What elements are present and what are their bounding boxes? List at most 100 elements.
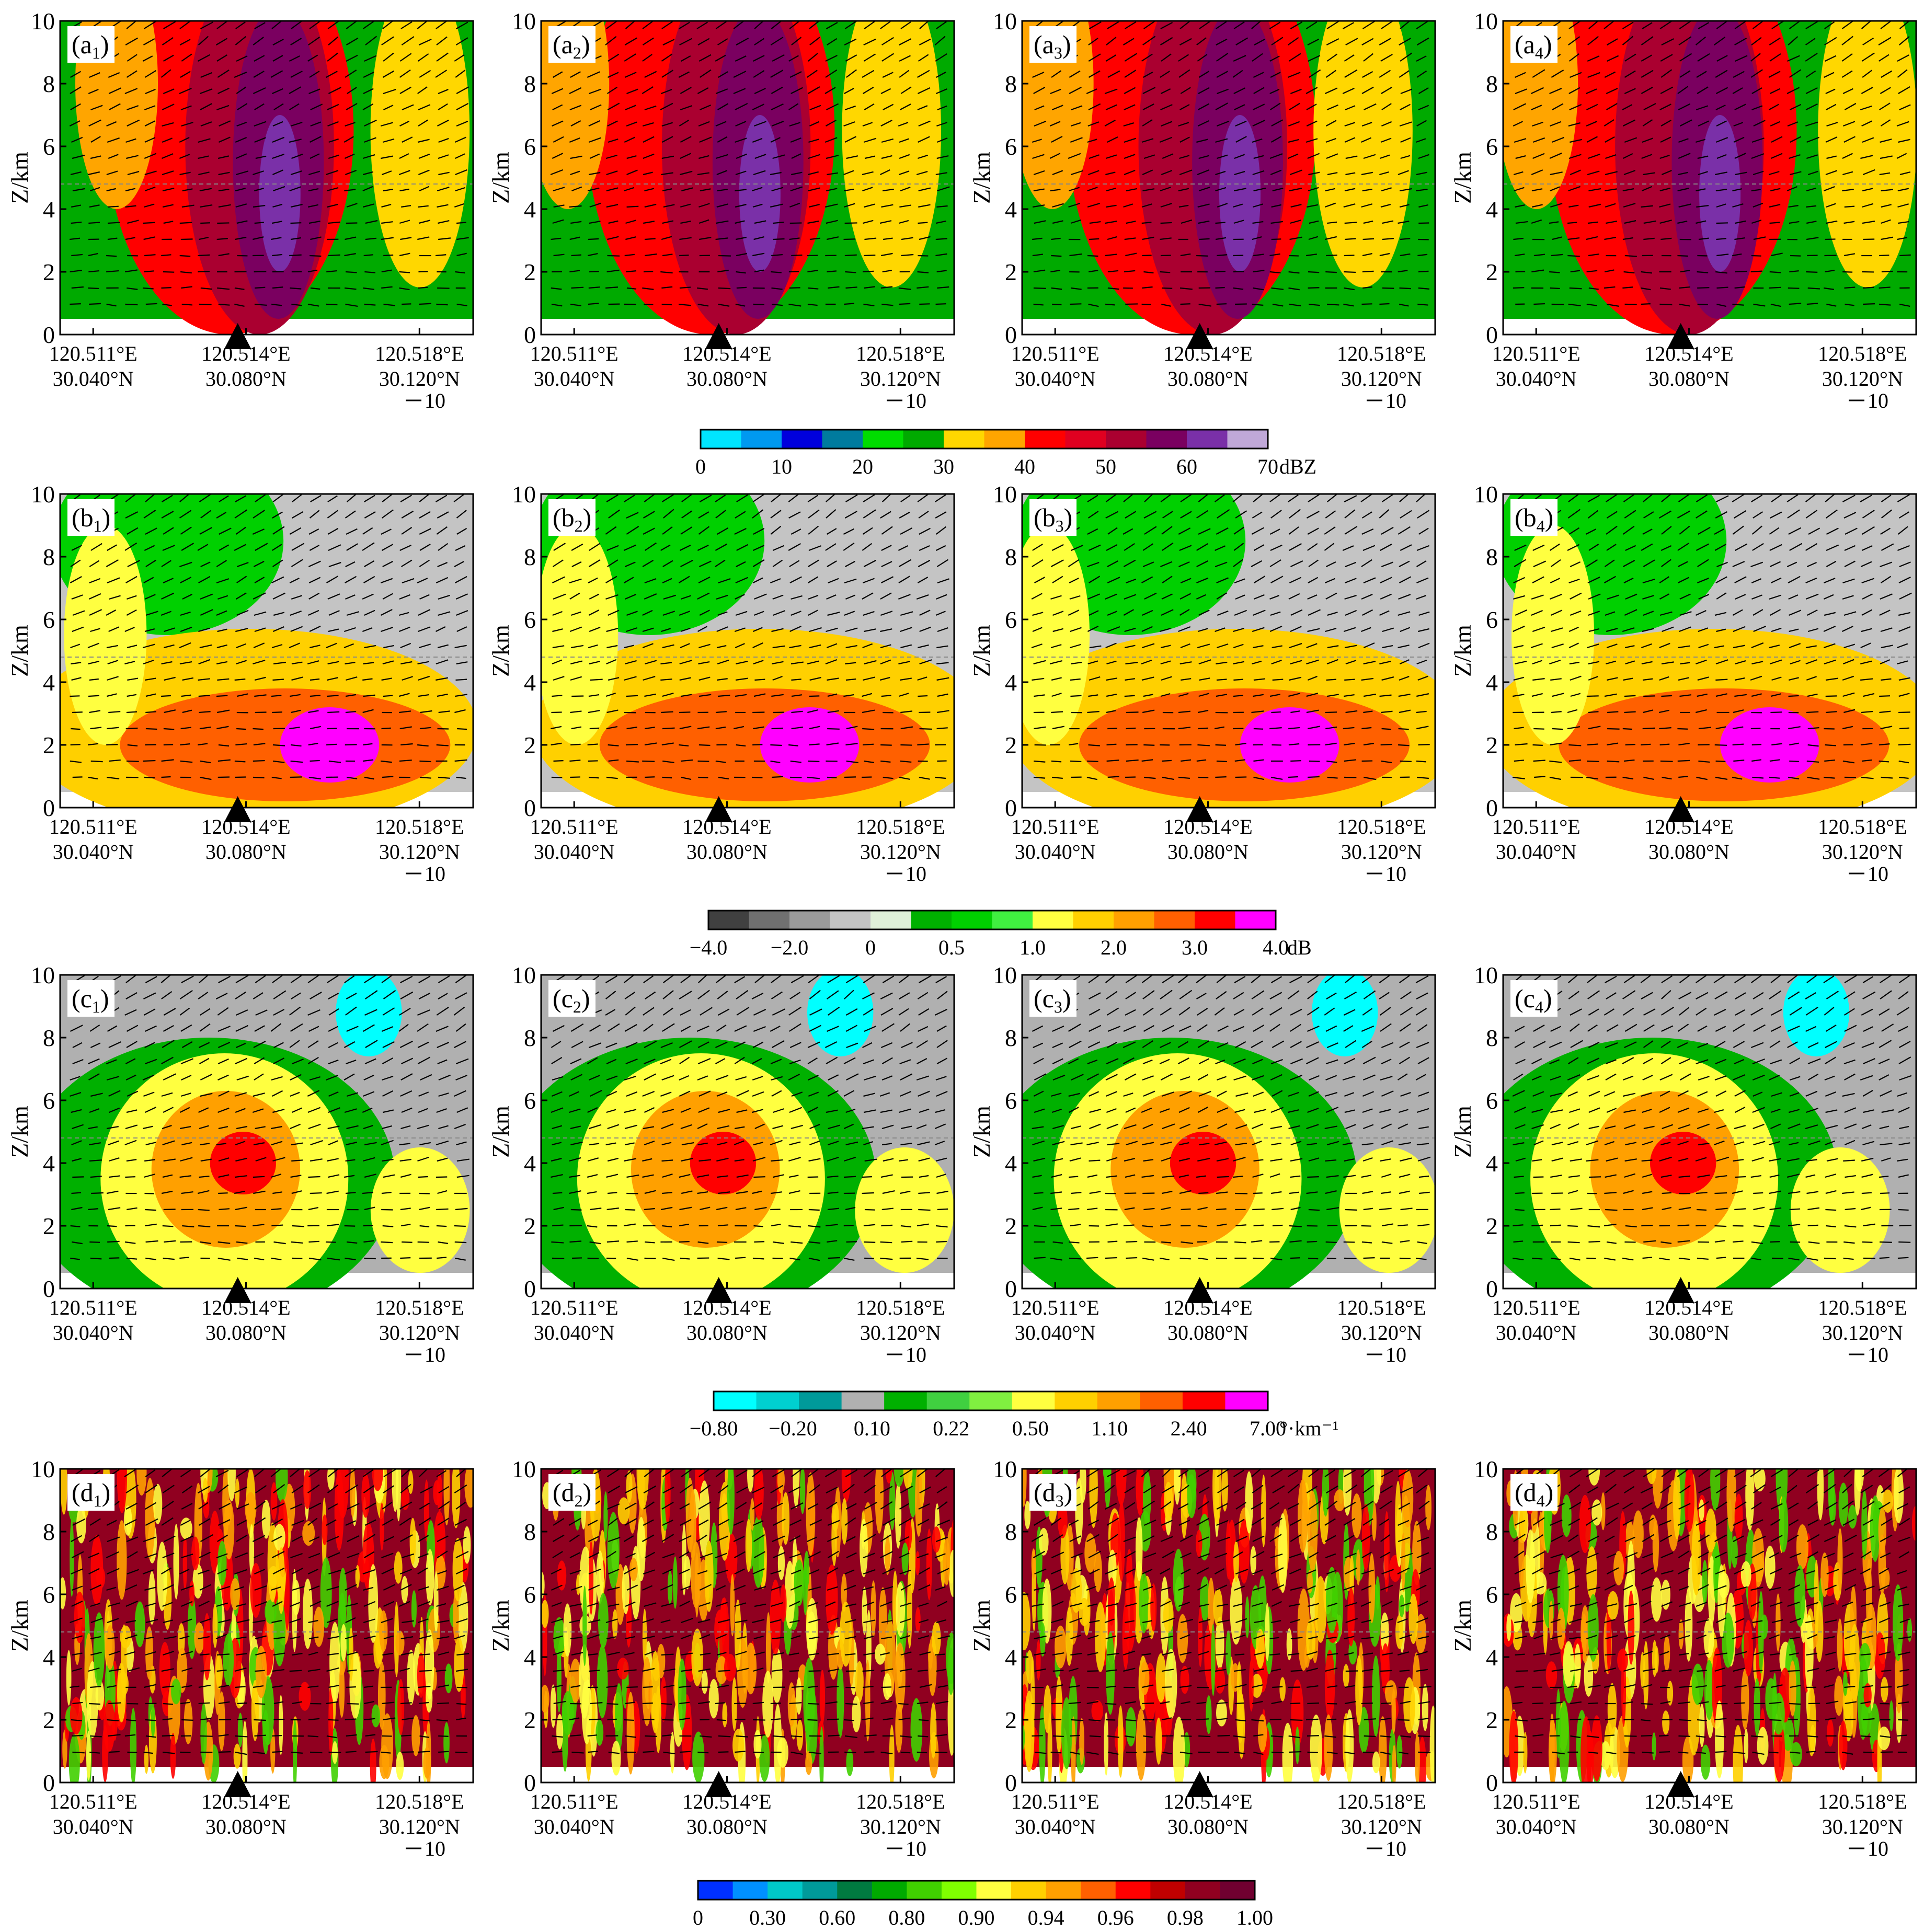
wind-vector xyxy=(825,659,838,665)
wind-vector xyxy=(436,659,449,665)
wind-vector xyxy=(1550,1026,1562,1032)
wind-vector xyxy=(163,1008,176,1016)
wind-vector xyxy=(1769,1040,1781,1048)
wind-vector xyxy=(291,992,301,999)
wind-vector xyxy=(1400,88,1413,95)
wind-vector xyxy=(663,509,674,519)
wind-vector xyxy=(1196,1175,1206,1178)
wind-vector xyxy=(846,1073,859,1080)
wind-vector xyxy=(1123,559,1136,567)
wind-vector xyxy=(644,188,655,192)
wind-vector xyxy=(1325,1025,1337,1032)
wind-vector xyxy=(1327,221,1337,224)
wind-vector xyxy=(162,137,173,143)
wind-vector xyxy=(1586,104,1598,110)
wind-vector xyxy=(1381,561,1393,568)
wind-vector xyxy=(1568,303,1581,306)
wind-vector xyxy=(661,1075,674,1081)
wind-vector xyxy=(1051,544,1064,551)
wind-vector xyxy=(606,627,619,632)
wind-vector xyxy=(934,1008,947,1016)
wind-vector xyxy=(717,694,730,697)
wind-vector xyxy=(1659,611,1673,616)
wind-vector xyxy=(589,543,600,551)
panel-field xyxy=(541,21,954,335)
wind-vector xyxy=(1052,303,1062,306)
wind-vector xyxy=(346,102,358,110)
wind-vector xyxy=(291,153,303,159)
wind-vector xyxy=(1735,543,1748,551)
wind-vector xyxy=(1606,544,1617,551)
wind-vector xyxy=(1659,727,1671,730)
wind-vector xyxy=(1360,137,1372,143)
wind-vector xyxy=(1381,1223,1393,1227)
wind-vector xyxy=(1086,776,1097,780)
wind-vector xyxy=(180,1058,193,1065)
wind-vector xyxy=(1068,153,1081,159)
wind-vector xyxy=(644,593,657,600)
wind-vector xyxy=(310,645,320,649)
wind-vector xyxy=(844,88,854,94)
wind-vector xyxy=(864,760,875,763)
wind-vector xyxy=(1252,627,1265,632)
wind-vector xyxy=(70,744,81,746)
wind-vector xyxy=(644,1190,656,1194)
wind-vector xyxy=(900,1143,912,1146)
wind-vector xyxy=(1216,1158,1229,1162)
wind-vector xyxy=(1416,577,1429,584)
wind-vector xyxy=(1032,1025,1044,1032)
wind-vector xyxy=(181,543,194,551)
wind-vector xyxy=(843,203,855,208)
wind-vector xyxy=(419,1225,430,1227)
wind-vector xyxy=(1531,1058,1542,1064)
wind-vector xyxy=(1159,1059,1170,1065)
wind-vector xyxy=(734,976,746,983)
wind-vector xyxy=(735,170,747,176)
wind-vector xyxy=(362,627,373,632)
wind-vector xyxy=(880,611,893,616)
wind-vector xyxy=(1860,494,1872,502)
wind-vector xyxy=(218,136,231,143)
wind-vector xyxy=(1179,1090,1192,1097)
wind-vector xyxy=(1568,642,1579,648)
wind-vector xyxy=(1844,975,1857,983)
wind-vector xyxy=(1269,528,1280,535)
wind-vector xyxy=(179,510,192,519)
wind-vector xyxy=(827,1026,839,1032)
wind-vector xyxy=(90,727,102,730)
wind-vector xyxy=(899,38,912,45)
wind-vector xyxy=(736,744,746,747)
wind-vector xyxy=(1552,103,1564,110)
y-tick-label: 8 xyxy=(524,1025,536,1051)
wind-vector xyxy=(1515,1059,1526,1065)
wind-vector xyxy=(807,86,820,94)
wind-vector xyxy=(1514,559,1527,567)
wind-vector xyxy=(1643,709,1654,714)
wind-vector xyxy=(661,628,671,632)
wind-vector xyxy=(1124,237,1136,240)
wind-vector xyxy=(1788,287,1800,289)
wind-vector xyxy=(235,1206,248,1211)
wind-vector xyxy=(1881,270,1893,273)
wind-vector xyxy=(273,612,285,616)
wind-vector xyxy=(1770,609,1781,616)
wind-vector xyxy=(1217,203,1228,208)
wind-vector xyxy=(1033,660,1046,665)
wind-vector xyxy=(1364,776,1377,780)
wind-vector xyxy=(1642,22,1653,29)
wind-vector xyxy=(1513,625,1525,632)
wind-vector xyxy=(752,1190,762,1194)
wind-vector xyxy=(1861,120,1872,126)
wind-vector xyxy=(900,187,911,192)
wind-vector xyxy=(626,727,637,730)
wind-vector xyxy=(217,1058,229,1065)
wind-vector xyxy=(1604,286,1616,289)
wind-vector xyxy=(1160,1007,1172,1016)
wind-vector xyxy=(218,1090,230,1097)
wind-vector xyxy=(1251,975,1262,983)
wind-vector xyxy=(255,975,266,983)
wind-vector xyxy=(1199,1143,1210,1146)
panel-label: (c3) xyxy=(1034,984,1071,1016)
wind-vector xyxy=(253,1092,265,1097)
wind-vector xyxy=(144,153,157,159)
